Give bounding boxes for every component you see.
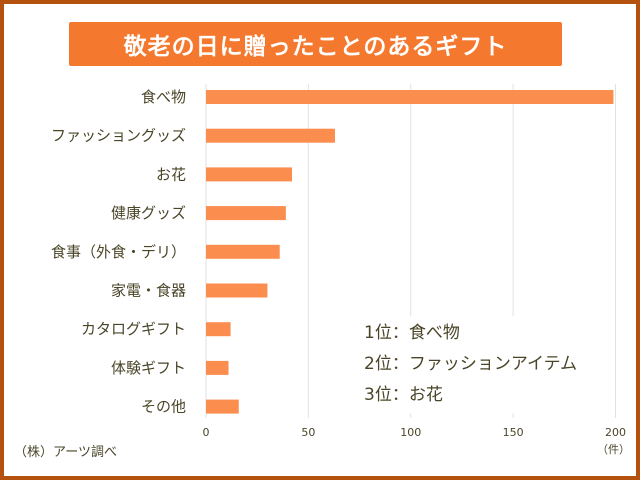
category-label: 健康グッズ <box>111 204 186 222</box>
category-label: 食べ物 <box>141 88 186 106</box>
x-tick-label: 50 <box>301 426 315 439</box>
category-label: 体験ギフト <box>111 359 186 377</box>
bar-5 <box>206 283 268 298</box>
rank-3: 3位：お花 <box>364 385 443 405</box>
bar-2 <box>206 167 292 182</box>
bar-0 <box>206 90 614 104</box>
x-tick-label: 150 <box>503 426 524 439</box>
bar-3 <box>206 206 286 221</box>
bar-6 <box>206 322 231 337</box>
category-label: 食事（外食・デリ） <box>51 243 186 261</box>
chart-title: 敬老の日に贈ったことのあるギフト <box>69 22 562 66</box>
rank-2: 2位：ファッションアイテム <box>364 354 578 374</box>
category-label: ファッショングッズ <box>51 127 186 145</box>
category-label: 家電・食器 <box>111 282 186 300</box>
bar-7 <box>206 360 229 375</box>
bar-4 <box>206 244 280 259</box>
bar-8 <box>206 399 239 414</box>
x-tick-label: 0 <box>203 426 210 439</box>
source-note: （株）アーツ調べ <box>14 445 117 460</box>
ranking-annotation: 1位：食べ物 2位：ファッションアイテム 3位：お花 <box>358 316 584 413</box>
x-tick-label: 200 <box>605 426 626 439</box>
category-label: カタログギフト <box>81 320 186 338</box>
category-label: その他 <box>141 398 186 416</box>
rank-1: 1位：食べ物 <box>364 323 460 343</box>
bar-1 <box>206 128 335 143</box>
category-label: お花 <box>156 165 186 183</box>
x-axis-unit: （件） <box>597 443 630 456</box>
x-tick-label: 100 <box>400 426 421 439</box>
